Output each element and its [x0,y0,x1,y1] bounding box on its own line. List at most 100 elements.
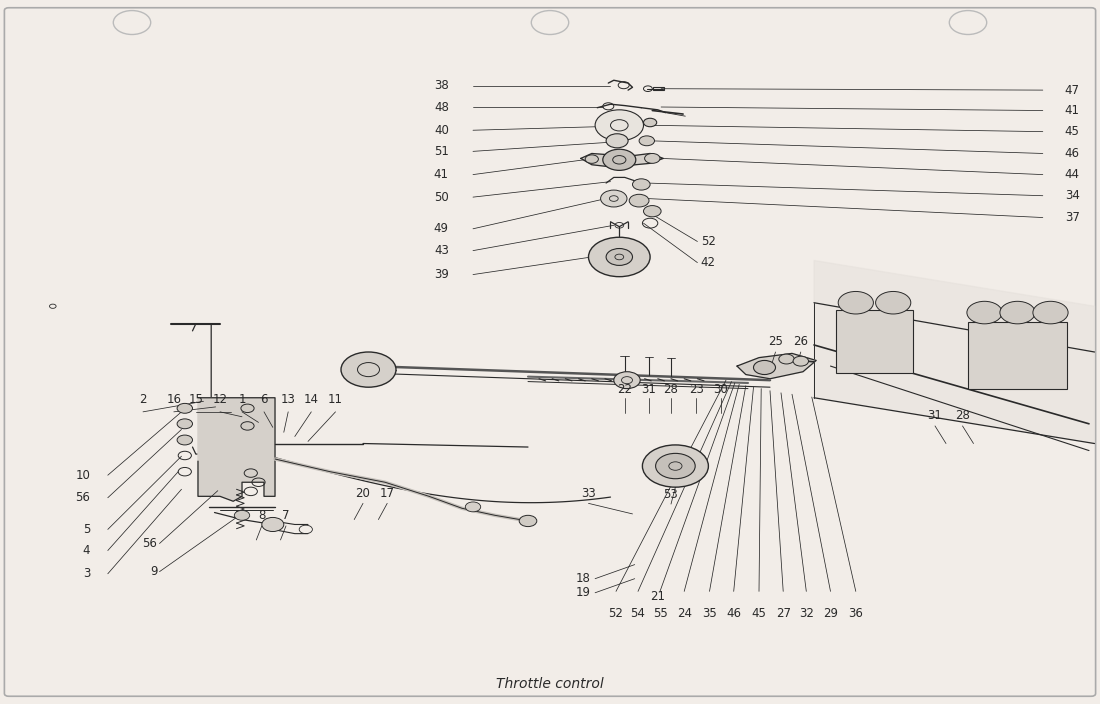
Text: 6: 6 [261,394,267,406]
Circle shape [519,515,537,527]
Circle shape [639,136,654,146]
Text: 4: 4 [82,544,90,557]
Text: 7: 7 [283,510,289,522]
Text: 51: 51 [433,145,449,158]
Text: 40: 40 [433,124,449,137]
Text: 1: 1 [239,394,245,406]
Text: Throttle control: Throttle control [496,677,604,691]
Text: 39: 39 [433,268,449,281]
Text: 47: 47 [1065,84,1080,96]
Polygon shape [737,353,816,379]
Text: 43: 43 [433,244,449,257]
Text: 56: 56 [142,537,157,550]
Text: 25: 25 [768,336,783,348]
Text: 31: 31 [927,410,943,422]
Circle shape [234,510,250,520]
Text: 41: 41 [1065,104,1080,117]
Circle shape [632,179,650,190]
Text: 53: 53 [663,489,679,501]
Text: 20: 20 [355,487,371,500]
Text: 41: 41 [433,168,449,181]
Text: 54: 54 [630,607,646,620]
Text: 19: 19 [575,586,591,599]
Circle shape [793,356,808,366]
Text: 22: 22 [617,383,632,396]
Text: 52: 52 [608,607,624,620]
Circle shape [601,190,627,207]
Circle shape [262,517,284,532]
Text: 31: 31 [641,383,657,396]
Text: 11: 11 [328,394,343,406]
Circle shape [838,291,873,314]
Circle shape [341,352,396,387]
Bar [653,87,664,90]
Bar [836,310,913,373]
Circle shape [241,422,254,430]
Circle shape [754,360,776,375]
Text: 3: 3 [82,567,90,580]
Text: 52: 52 [701,235,716,248]
Text: 36: 36 [848,607,864,620]
Text: 10: 10 [75,469,90,482]
Text: 45: 45 [1065,125,1080,138]
Text: 32: 32 [799,607,814,620]
Circle shape [644,206,661,217]
Circle shape [606,134,628,148]
Circle shape [1000,301,1035,324]
FancyBboxPatch shape [4,8,1096,696]
Circle shape [779,354,794,364]
Text: 5: 5 [82,523,90,536]
Polygon shape [581,153,663,167]
Bar [968,322,1067,389]
Text: 24: 24 [676,607,692,620]
Text: 9: 9 [150,565,157,578]
Circle shape [177,419,192,429]
Text: 45: 45 [751,607,767,620]
Polygon shape [814,260,1094,444]
Text: 38: 38 [434,80,449,92]
Circle shape [606,249,632,265]
Circle shape [629,194,649,207]
Text: 28: 28 [663,383,679,396]
Polygon shape [198,398,275,501]
Text: 13: 13 [280,394,296,406]
Text: 50: 50 [434,191,449,203]
Circle shape [656,453,695,479]
Text: 16: 16 [166,394,182,406]
Circle shape [614,372,640,389]
Circle shape [642,445,708,487]
Circle shape [531,11,569,34]
Circle shape [949,11,987,34]
Circle shape [585,155,598,163]
Circle shape [644,118,657,127]
Circle shape [588,237,650,277]
Text: 33: 33 [581,487,596,500]
Text: 27: 27 [776,607,791,620]
Circle shape [177,403,192,413]
Text: 2: 2 [140,394,146,406]
Circle shape [967,301,1002,324]
Text: 18: 18 [575,572,591,585]
Text: 21: 21 [650,590,666,603]
Text: 49: 49 [433,222,449,235]
Circle shape [177,435,192,445]
Circle shape [1033,301,1068,324]
Circle shape [876,291,911,314]
Text: 30: 30 [713,383,728,396]
Text: 28: 28 [955,410,970,422]
Text: 46: 46 [1065,147,1080,160]
Text: 26: 26 [793,336,808,348]
Circle shape [603,149,636,170]
Text: 55: 55 [652,607,668,620]
Text: 44: 44 [1065,168,1080,181]
Text: 15: 15 [188,394,204,406]
Text: 35: 35 [702,607,717,620]
Text: 48: 48 [433,101,449,113]
Text: 37: 37 [1065,211,1080,224]
Text: 8: 8 [258,510,265,522]
Text: 42: 42 [701,256,716,269]
Text: 46: 46 [726,607,741,620]
Text: 14: 14 [304,394,319,406]
Circle shape [113,11,151,34]
Circle shape [595,110,644,141]
